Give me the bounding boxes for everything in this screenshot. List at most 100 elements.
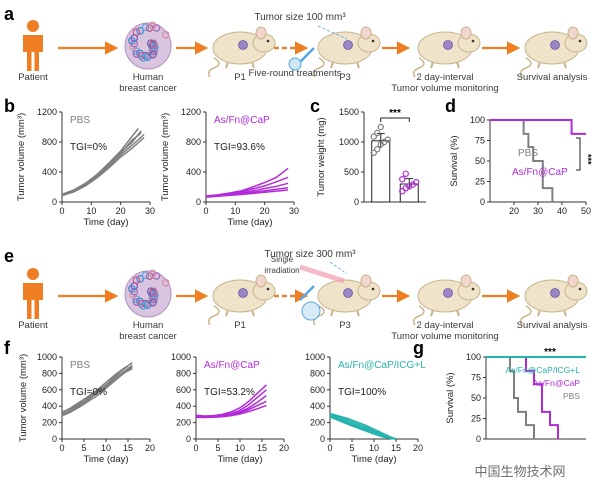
- x-tick-label: 20: [413, 443, 423, 453]
- tissue-cell: [150, 47, 158, 56]
- y-tick-label: 1000: [37, 352, 57, 362]
- nanoparticle-icon: [301, 301, 321, 321]
- legend-entry: PBS: [563, 391, 580, 401]
- mouse-tumor: [550, 288, 560, 298]
- x-tick-label: 10: [86, 206, 96, 216]
- x-tick-label: 30: [289, 206, 299, 216]
- tgi-annotation: TGI=0%: [70, 142, 107, 153]
- mouse-eye: [371, 287, 375, 291]
- y-tick-label: 100: [466, 352, 481, 362]
- panel-label-g: g: [413, 338, 424, 358]
- x-axis-label: Time (day): [83, 217, 128, 228]
- series-line: [195, 404, 267, 419]
- y-tick-label: 200: [42, 418, 57, 428]
- series-line: [61, 367, 133, 417]
- x-tick-label: 30: [145, 206, 155, 216]
- data-point: [399, 175, 406, 183]
- step-label-p1: P1: [234, 72, 246, 83]
- y-tick-label: 50: [475, 156, 485, 166]
- y-tick-label: 0: [52, 434, 57, 444]
- mouse-eye: [471, 39, 475, 43]
- tissue-cell: [148, 21, 157, 30]
- mouse-leg: [563, 309, 567, 317]
- mouse-eye: [266, 287, 270, 291]
- panel-label-b: b: [4, 96, 15, 116]
- legend-entry: As/Fn@CaP/ICG+L: [505, 365, 580, 375]
- y-tick-label: 1500: [339, 107, 359, 117]
- mouse-leg: [225, 61, 229, 69]
- watermark: 中国生物技术网: [474, 464, 565, 479]
- mouse-leg: [330, 309, 334, 317]
- tissue-cell: [136, 27, 145, 35]
- x-tick-label: 0: [59, 443, 64, 453]
- tumor-callout-line: [329, 261, 348, 275]
- y-tick-label: 25: [471, 414, 481, 424]
- legend-entry: As/Fn@CaP: [533, 378, 581, 388]
- data-point: [370, 149, 377, 156]
- x-tick-label: 20: [279, 443, 289, 453]
- tissue-cell: [149, 298, 157, 307]
- x-tick-label: 0: [193, 443, 198, 453]
- x-tick-label: 0: [203, 206, 208, 216]
- tissue-cell: [127, 36, 136, 45]
- step-label-cancer: Human breast cancer: [119, 320, 177, 342]
- mouse-tumor: [238, 40, 248, 50]
- x-tick-label: 5: [81, 443, 86, 453]
- y-tick-label: 400: [42, 401, 57, 411]
- y-tick-label: 400: [42, 167, 57, 177]
- tissue-cell: [141, 23, 150, 32]
- tissue-cell: [141, 271, 150, 280]
- panel-label-a: a: [4, 4, 15, 24]
- y-tick-label: 800: [176, 368, 191, 378]
- mouse-eye: [471, 287, 475, 291]
- x-tick-label: 15: [391, 443, 401, 453]
- data-point: [402, 170, 409, 177]
- tissue-cell: [132, 28, 141, 37]
- series-line: [61, 362, 133, 414]
- chart-title: PBS: [70, 360, 90, 371]
- x-tick-label: 10: [230, 206, 240, 216]
- mouse-ear: [360, 274, 372, 288]
- y-tick-label: 0: [354, 197, 359, 207]
- survival-curve: [486, 356, 535, 439]
- mouse-ear: [460, 26, 472, 40]
- mouse-leg: [537, 309, 541, 317]
- mouse-tumor: [443, 40, 453, 50]
- mouse-leg: [251, 61, 255, 69]
- step-label-survival: Survival analysis: [517, 72, 588, 83]
- significance-label: ***: [544, 347, 556, 358]
- tgi-annotation: TGI=93.6%: [214, 142, 265, 153]
- series-line: [61, 136, 145, 197]
- y-tick-label: 1000: [305, 352, 325, 362]
- chart-f1: 0 200 400 600 800 1000 0 5 10 15 20 Time (day) Tumor…: [18, 352, 155, 465]
- y-tick-label: 50: [471, 393, 481, 403]
- tissue-cell: [149, 287, 158, 296]
- y-tick-label: 1200: [37, 107, 57, 117]
- mouse-ear: [360, 26, 372, 40]
- tgi-annotation: TGI=100%: [338, 387, 386, 398]
- mouse-tail: [207, 305, 220, 326]
- x-tick-label: 10: [369, 443, 379, 453]
- y-tick-label: 500: [344, 167, 359, 177]
- tumor-callout-line: [317, 25, 348, 40]
- mouse-leg: [251, 309, 255, 317]
- y-tick-label: 600: [176, 385, 191, 395]
- y-tick-label: 400: [176, 401, 191, 411]
- mouse-tumor: [550, 40, 560, 50]
- charts: 0 400 800 1200 0 10 20 30 Time (day) Tumor volume…: [16, 107, 593, 465]
- step-label-cancer: Human breast cancer: [119, 72, 177, 94]
- x-tick-label: 0: [327, 443, 332, 453]
- x-axis-label: Time (day): [351, 454, 396, 465]
- y-axis-label: Tumor volume (mm³): [18, 354, 29, 442]
- y-axis-label: Tumor weight (mg): [316, 117, 327, 196]
- step-label-patient: Patient: [18, 72, 48, 83]
- mouse-tail: [412, 305, 425, 326]
- chart-f3: 0 200 400 600 800 1000 0 5 10 15 20 Time (day) As/Fn…: [305, 352, 426, 465]
- mouse-leg: [225, 309, 229, 317]
- chart-title: As/Fn@CaP: [214, 115, 270, 126]
- tissue-cell: [139, 54, 147, 62]
- y-axis-label: Survival (%): [445, 372, 456, 423]
- mouse-ear: [255, 26, 267, 40]
- tissue-cell: [149, 39, 158, 48]
